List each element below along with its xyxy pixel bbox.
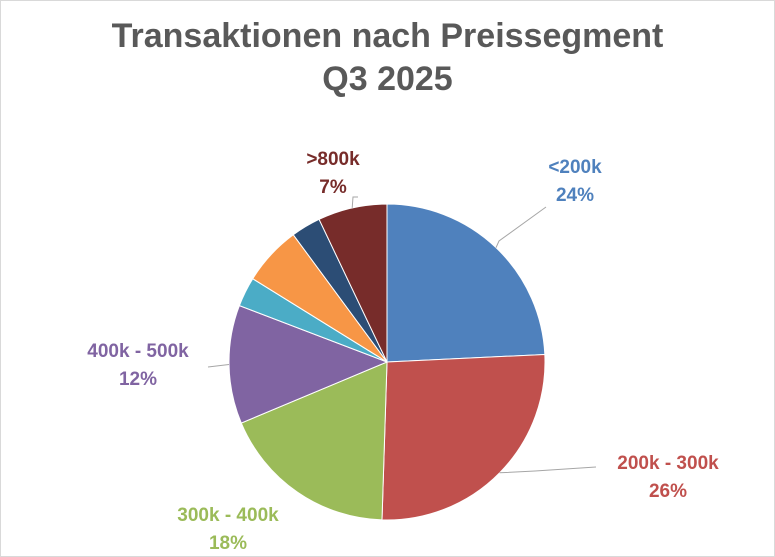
pie-slice-2 [240, 361, 388, 521]
chart-title-line1: Transaktionen nach Preissegment [111, 17, 664, 55]
label-slice-7-name: >800k [306, 149, 360, 170]
leader-line-7 [351, 196, 358, 208]
leader-lines [207, 196, 597, 474]
pie-slice-7 [318, 203, 388, 363]
pie-slice-3 [228, 304, 389, 424]
leader-line-0 [495, 206, 547, 248]
pie-slice-1 [381, 353, 546, 521]
label-slice-7-value: 7% [319, 177, 347, 198]
label-slice-0-value: 24% [556, 185, 594, 206]
label-slice-2-value: 18% [209, 533, 247, 554]
pie-slice-0 [386, 203, 546, 363]
pie-slices [228, 203, 546, 521]
label-slice-0-name: <200k [548, 157, 602, 178]
label-slice-3-name: 400k - 500k [87, 341, 189, 362]
label-slice-3-value: 12% [119, 369, 157, 390]
chart-title-line2: Q3 2025 [322, 60, 453, 98]
label-slice-1-name: 200k - 300k [617, 453, 719, 474]
label-slice-2-name: 300k - 400k [177, 505, 279, 526]
label-slice-1-value: 26% [649, 481, 687, 502]
leader-line-3 [207, 364, 230, 368]
leader-line-1 [499, 466, 597, 474]
chart-title: Transaktionen nach Preissegment Q3 2025 [1, 15, 774, 101]
